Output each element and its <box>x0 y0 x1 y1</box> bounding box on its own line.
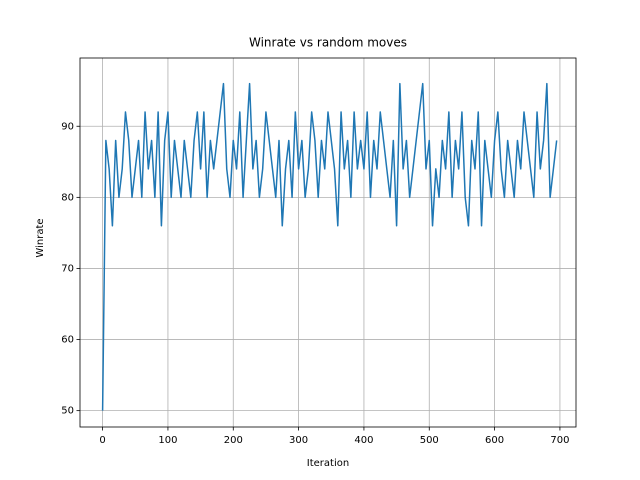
y-tick-label: 80 <box>61 192 74 203</box>
y-tick-label: 60 <box>61 335 74 346</box>
y-tick-label: 90 <box>61 121 74 132</box>
x-tick-label: 100 <box>158 435 177 446</box>
x-tick-label: 0 <box>99 435 105 446</box>
y-tick-label: 50 <box>61 406 74 417</box>
x-tick-label: 500 <box>420 435 439 446</box>
y-tick-label: 70 <box>61 263 74 274</box>
data-line <box>101 82 558 411</box>
x-axis-label: Iteration <box>307 458 349 469</box>
plot-frame <box>79 57 577 428</box>
chart-title: Winrate vs random moves <box>249 36 407 50</box>
x-tick-label: 400 <box>354 435 373 446</box>
y-axis-label: Winrate <box>35 218 46 257</box>
x-tick-label: 200 <box>224 435 243 446</box>
x-tick-label: 700 <box>550 435 569 446</box>
x-tick-label: 300 <box>289 435 308 446</box>
x-tick-label: 600 <box>485 435 504 446</box>
